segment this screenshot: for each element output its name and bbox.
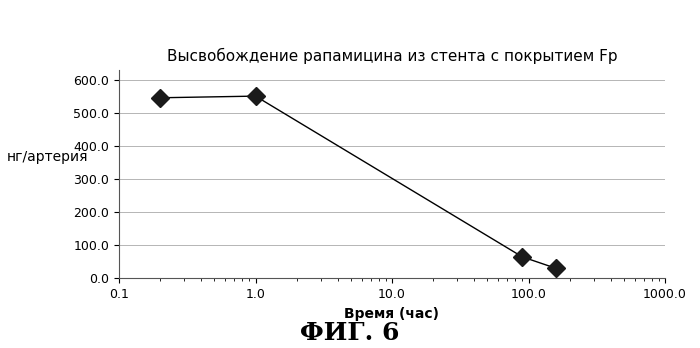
X-axis label: Время (час): Время (час) — [344, 307, 440, 321]
Title: Высвобождение рапамицина из стента с покрытием Fp: Высвобождение рапамицина из стента с пок… — [167, 48, 617, 64]
Text: нг/артерия: нг/артерия — [7, 150, 88, 164]
Text: ФИГ. 6: ФИГ. 6 — [300, 321, 400, 345]
